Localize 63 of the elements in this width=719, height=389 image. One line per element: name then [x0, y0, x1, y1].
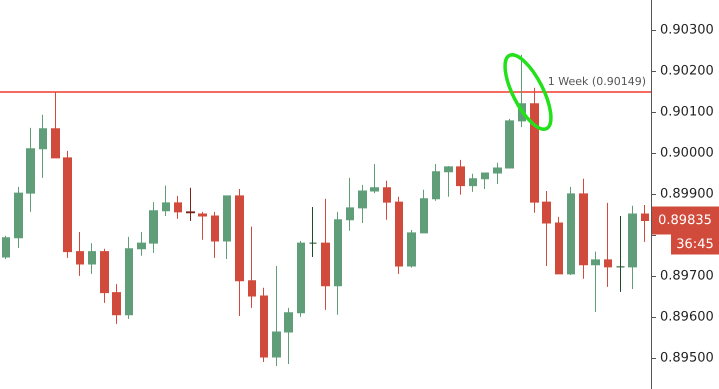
candlestick — [555, 216, 563, 274]
candlestick — [112, 284, 121, 324]
text: 36:45 — [676, 237, 714, 252]
candlestick — [530, 87, 539, 214]
candlestick — [641, 204, 649, 242]
y-tick-label: 0.89700 — [660, 268, 714, 284]
y-tick-label: 0.89500 — [660, 350, 714, 366]
candlestick — [51, 91, 60, 158]
y-tick-label: 0.89600 — [660, 309, 714, 324]
candlestick — [137, 232, 146, 256]
candlestick — [14, 186, 23, 248]
candlestick — [272, 266, 281, 367]
candlestick — [493, 162, 502, 185]
candlestick — [100, 248, 109, 304]
candlestick — [309, 206, 317, 258]
text: 0.89835 — [658, 213, 712, 228]
candlestick — [616, 216, 625, 292]
y-tick-label: 0.89900 — [660, 186, 714, 202]
candlestick — [260, 287, 268, 362]
candlestick — [334, 211, 342, 316]
candlestick — [604, 202, 612, 288]
candlestick — [198, 211, 207, 240]
candlestick — [346, 177, 354, 232]
candlestick — [321, 198, 330, 310]
candlestick — [469, 173, 477, 192]
y-tick-label: 0.90300 — [660, 22, 714, 38]
candlestick — [542, 190, 551, 267]
candlestick — [2, 235, 10, 260]
y-tick-label: 0.90000 — [660, 145, 714, 160]
candlestick — [591, 251, 600, 312]
candlestick — [505, 118, 514, 169]
candlestick — [149, 202, 158, 254]
candlestick — [567, 186, 575, 276]
candlestick — [174, 195, 182, 220]
candlestick — [456, 159, 465, 196]
candlestick — [235, 188, 244, 317]
candlestick — [186, 187, 195, 222]
candlestick — [284, 307, 293, 364]
ref-line-label: 1 Week (0.90149) — [548, 74, 646, 88]
candlestick — [125, 236, 133, 320]
candlestick — [628, 205, 637, 290]
candlestick — [88, 242, 96, 274]
candlestick — [444, 166, 453, 198]
candlestick — [481, 172, 489, 190]
candlestick — [383, 180, 391, 220]
candlestick — [358, 184, 367, 224]
candlestick — [76, 232, 84, 276]
y-tick-label: 0.90200 — [660, 63, 714, 78]
candlestick — [420, 189, 428, 234]
candlestick — [297, 240, 305, 318]
candlestick — [223, 195, 231, 260]
candlestick — [395, 196, 403, 274]
y-tick-label: 0.90100 — [660, 104, 714, 120]
candlestick — [248, 226, 256, 308]
candlestick — [211, 211, 219, 258]
candlestick — [39, 114, 47, 178]
candlestick — [162, 185, 170, 217]
candlestick — [26, 127, 35, 212]
candlestick — [432, 163, 440, 202]
candlestick — [370, 163, 379, 194]
candlestick — [579, 178, 588, 280]
candlestick — [407, 229, 416, 268]
candlestick — [63, 150, 72, 258]
